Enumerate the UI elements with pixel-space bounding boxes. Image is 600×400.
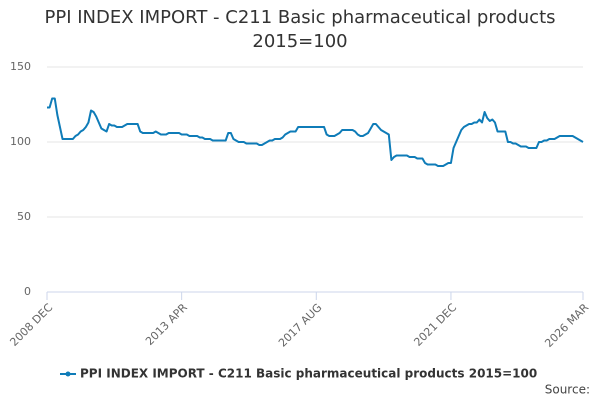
source: Source: xyxy=(545,383,590,397)
y-tick-label: 0 xyxy=(24,285,31,298)
x-tick-label: 2021 DEC xyxy=(411,301,459,349)
x-tick-label: 2013 APR xyxy=(143,301,190,348)
y-tick-label: 150 xyxy=(10,60,31,73)
legend-marker xyxy=(65,371,71,377)
legend-label: PPI INDEX IMPORT - C211 Basic pharmaceut… xyxy=(80,367,537,381)
chart-title: PPI INDEX IMPORT - C211 Basic pharmaceut… xyxy=(44,7,556,52)
series-line xyxy=(47,97,584,167)
x-tick-label: 2008 DEC xyxy=(7,301,55,349)
y-tick-label: 50 xyxy=(17,210,31,223)
x-tick-label: 2026 MAR xyxy=(542,301,591,350)
x-tick-label: 2017 AUG xyxy=(276,301,325,350)
y-tick-label: 100 xyxy=(10,135,31,148)
